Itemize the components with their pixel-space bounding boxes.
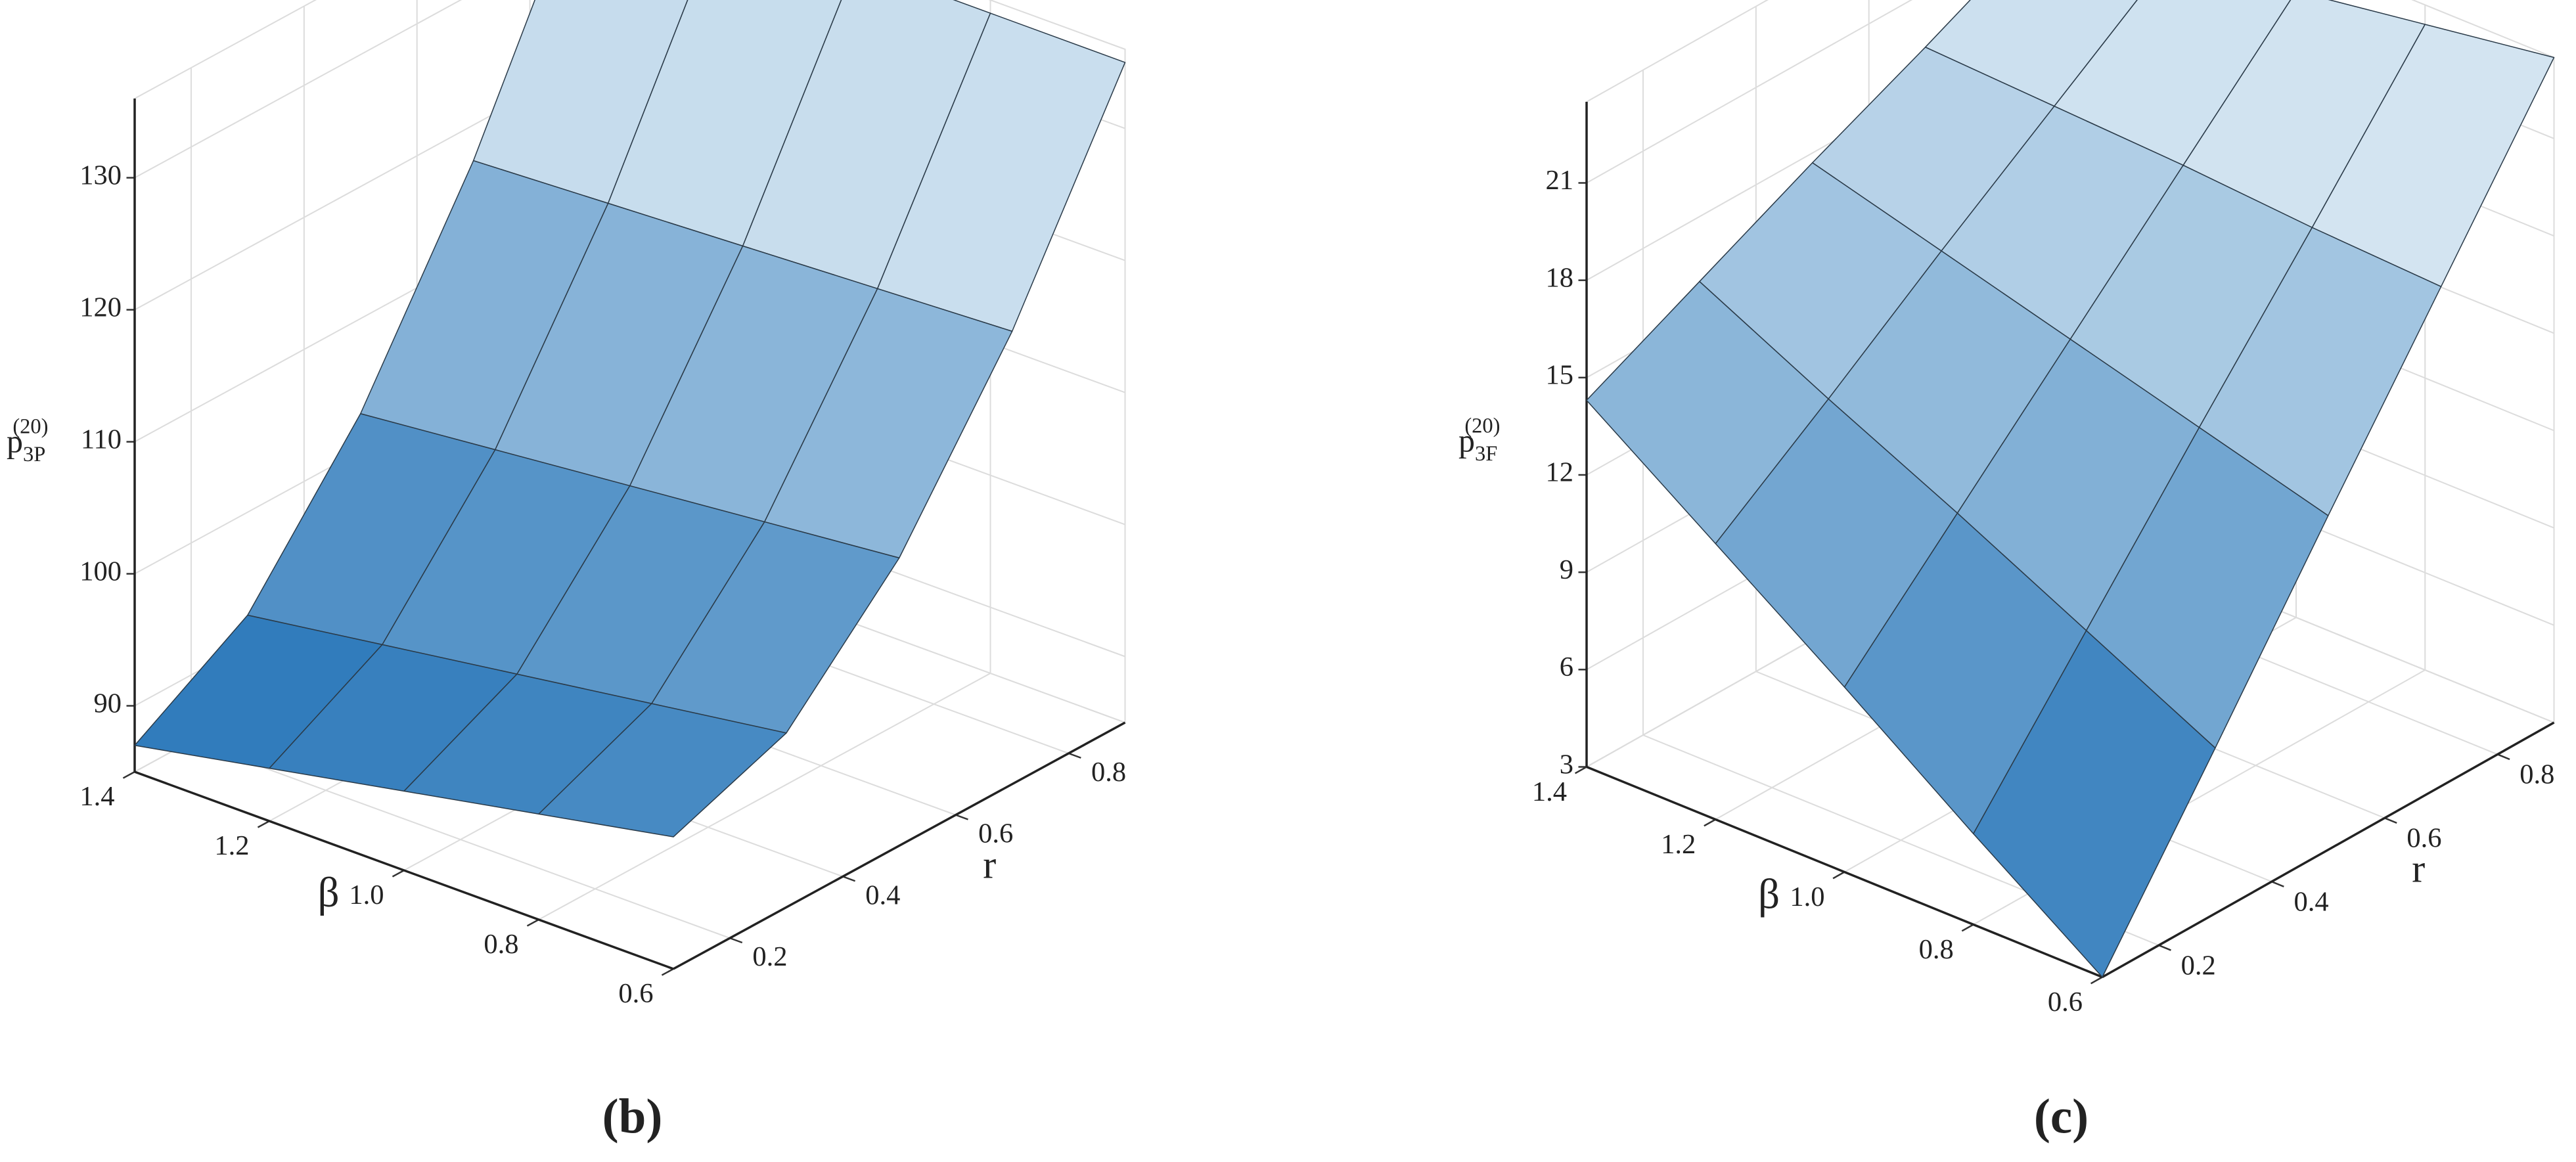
z-tick-label: 110: [81, 424, 122, 455]
tick-mark: [1832, 871, 1845, 880]
tick-mark: [2384, 817, 2397, 824]
y-tick-label: 0.2: [2181, 950, 2216, 981]
x-tick-label: 0.6: [618, 978, 653, 1009]
x-axis-label: β: [1758, 870, 1780, 918]
y-axis-line: [673, 721, 1126, 970]
tick-mark: [1961, 924, 1974, 932]
y-tick-label: 0.2: [752, 941, 787, 972]
z-tick-label: 120: [79, 292, 122, 323]
panel-label: (c): [2034, 1090, 2089, 1144]
tick-mark: [729, 937, 743, 944]
z-axis-label: p3F (20): [1458, 414, 1500, 466]
x-axis-line: [134, 771, 674, 970]
tick-mark: [257, 820, 270, 828]
tick-mark: [1068, 752, 1081, 759]
tick-mark: [1704, 818, 1716, 827]
x-axis-line: [1586, 765, 2103, 979]
x-tick-label: 1.2: [1661, 829, 1696, 860]
tick-mark: [2497, 753, 2510, 761]
tick-mark: [2271, 881, 2284, 887]
z-tick-label: 9: [1560, 554, 1573, 585]
z-tick-label: 12: [1546, 457, 1574, 488]
z-tick-label: 100: [79, 556, 122, 587]
x-tick-label: 1.0: [349, 880, 384, 910]
tick-mark: [842, 876, 856, 882]
z-tick-label: 21: [1546, 165, 1574, 196]
z-tick-label: 130: [79, 160, 122, 190]
z-axis-label: p3P (20): [7, 415, 48, 466]
y-tick-label: 0.4: [2294, 886, 2328, 917]
x-tick-label: 1.0: [1790, 882, 1824, 912]
z-tick-label: 18: [1546, 262, 1574, 293]
panel-label: (b): [602, 1090, 663, 1144]
z-label-sub: 3F: [1475, 442, 1497, 466]
x-tick-label: 0.6: [2048, 987, 2083, 1017]
y-axis-line: [2102, 721, 2555, 979]
surface-patch: [538, 703, 787, 838]
z-label-sup: (20): [1464, 414, 1500, 438]
tick-mark: [2158, 944, 2171, 951]
grid-line: [1642, 70, 2159, 947]
z-tick-label: 90: [94, 688, 122, 719]
tick-mark: [2090, 976, 2103, 985]
tick-mark: [122, 771, 135, 779]
z-tick-label: 3: [1560, 749, 1573, 780]
y-tick-label: 0.6: [978, 818, 1013, 849]
x-tick-label: 0.8: [484, 929, 518, 960]
z-label-sup: (20): [12, 415, 48, 439]
y-tick-label: 0.8: [1091, 757, 1126, 788]
surface-patch: [1972, 630, 2216, 978]
x-tick-label: 0.8: [1919, 934, 1954, 965]
y-axis-label: r: [2412, 847, 2425, 891]
x-tick-label: 1.4: [1532, 776, 1567, 807]
tick-mark: [1574, 766, 1587, 774]
z-label-base: p: [7, 423, 23, 460]
z-label-base: p: [1458, 422, 1475, 459]
y-axis-label: r: [983, 843, 996, 886]
tick-mark: [661, 968, 674, 976]
tick-mark: [955, 814, 968, 820]
y-tick-label: 0.4: [865, 880, 900, 910]
y-tick-label: 0.8: [2520, 759, 2554, 790]
tick-mark: [392, 869, 405, 878]
z-label-sub: 3P: [23, 443, 45, 466]
x-axis-label: β: [317, 869, 339, 916]
z-tick-label: 15: [1546, 360, 1574, 391]
x-tick-label: 1.4: [79, 781, 114, 812]
y-tick-label: 0.6: [2407, 823, 2441, 854]
tick-mark: [526, 918, 539, 927]
z-tick-label: 6: [1560, 652, 1573, 682]
x-tick-label: 1.2: [214, 830, 249, 861]
